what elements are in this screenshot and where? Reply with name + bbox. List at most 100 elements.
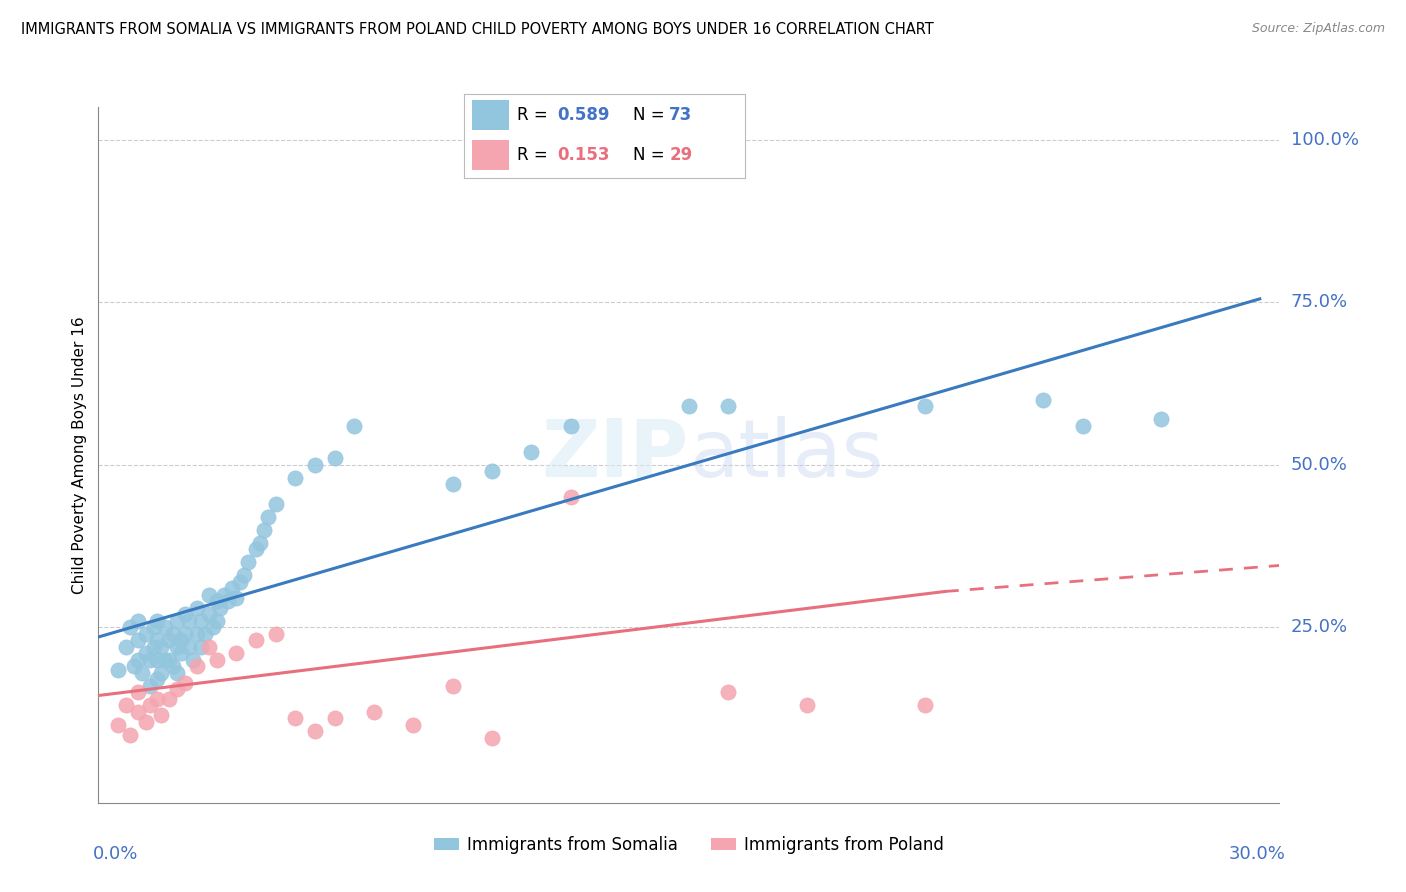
Point <box>194 626 217 640</box>
Point <box>323 451 346 466</box>
Point <box>201 620 224 634</box>
Point <box>481 731 503 745</box>
Point <box>264 626 287 640</box>
Text: 29: 29 <box>669 146 693 164</box>
Text: 50.0%: 50.0% <box>1291 456 1347 474</box>
Point <box>150 640 173 654</box>
Point <box>520 444 543 458</box>
Point <box>138 653 160 667</box>
Point <box>155 653 177 667</box>
Y-axis label: Child Poverty Among Boys Under 16: Child Poverty Among Boys Under 16 <box>72 316 87 594</box>
Point <box>221 581 243 595</box>
Point <box>209 600 232 615</box>
Point <box>225 591 247 605</box>
Point <box>122 659 145 673</box>
Point <box>166 665 188 680</box>
Point <box>166 681 188 696</box>
Point <box>796 698 818 713</box>
Point <box>166 614 188 628</box>
Point <box>162 626 184 640</box>
Point <box>914 698 936 713</box>
Point <box>323 711 346 725</box>
Point <box>717 685 740 699</box>
Text: 25.0%: 25.0% <box>1291 618 1348 636</box>
Text: IMMIGRANTS FROM SOMALIA VS IMMIGRANTS FROM POLAND CHILD POVERTY AMONG BOYS UNDER: IMMIGRANTS FROM SOMALIA VS IMMIGRANTS FR… <box>21 22 934 37</box>
Point <box>155 620 177 634</box>
Point <box>205 653 228 667</box>
Point <box>256 509 278 524</box>
Point <box>1071 418 1094 433</box>
Point <box>363 705 385 719</box>
Text: 73: 73 <box>669 106 693 124</box>
Point <box>284 711 307 725</box>
Point <box>166 640 188 654</box>
Point <box>236 555 259 569</box>
Point <box>138 698 160 713</box>
Point <box>264 497 287 511</box>
Point <box>186 600 208 615</box>
Point <box>150 708 173 723</box>
Point <box>181 653 204 667</box>
Point <box>229 574 252 589</box>
Text: R =: R = <box>517 146 554 164</box>
Point <box>115 640 138 654</box>
Point <box>146 653 169 667</box>
Point <box>146 672 169 686</box>
Point <box>146 691 169 706</box>
Point <box>186 626 208 640</box>
Text: N =: N = <box>633 106 669 124</box>
Text: 75.0%: 75.0% <box>1291 293 1348 311</box>
Point <box>253 523 276 537</box>
Point <box>174 607 197 622</box>
Point <box>304 458 326 472</box>
Point <box>186 659 208 673</box>
Point <box>304 724 326 739</box>
Point <box>142 640 165 654</box>
Point <box>481 464 503 478</box>
Point <box>249 535 271 549</box>
Point <box>157 691 180 706</box>
Point <box>205 594 228 608</box>
Point <box>127 705 149 719</box>
Text: 0.0%: 0.0% <box>93 845 138 863</box>
Point <box>245 633 267 648</box>
Point <box>170 646 193 660</box>
Point <box>177 640 200 654</box>
Point <box>214 588 236 602</box>
Point <box>678 399 700 413</box>
Point <box>190 640 212 654</box>
Point <box>197 640 219 654</box>
Point <box>118 727 141 741</box>
Point <box>717 399 740 413</box>
Point <box>157 633 180 648</box>
Text: N =: N = <box>633 146 669 164</box>
Text: 0.153: 0.153 <box>557 146 609 164</box>
Point <box>115 698 138 713</box>
Point <box>217 594 239 608</box>
Point <box>162 659 184 673</box>
Point <box>127 685 149 699</box>
Point <box>131 665 153 680</box>
Point <box>190 614 212 628</box>
Point <box>127 614 149 628</box>
Text: atlas: atlas <box>689 416 883 494</box>
Point <box>197 607 219 622</box>
Point <box>197 588 219 602</box>
Point <box>170 633 193 648</box>
Text: Source: ZipAtlas.com: Source: ZipAtlas.com <box>1251 22 1385 36</box>
Point <box>150 665 173 680</box>
Point <box>441 477 464 491</box>
Point <box>205 614 228 628</box>
Point <box>135 626 157 640</box>
Point <box>284 471 307 485</box>
Text: 100.0%: 100.0% <box>1291 130 1358 149</box>
Text: 30.0%: 30.0% <box>1229 845 1285 863</box>
Point <box>441 679 464 693</box>
Point <box>914 399 936 413</box>
Point <box>225 646 247 660</box>
Point <box>127 633 149 648</box>
Point <box>127 653 149 667</box>
Legend: Immigrants from Somalia, Immigrants from Poland: Immigrants from Somalia, Immigrants from… <box>427 830 950 861</box>
Point <box>402 718 425 732</box>
Point <box>174 675 197 690</box>
